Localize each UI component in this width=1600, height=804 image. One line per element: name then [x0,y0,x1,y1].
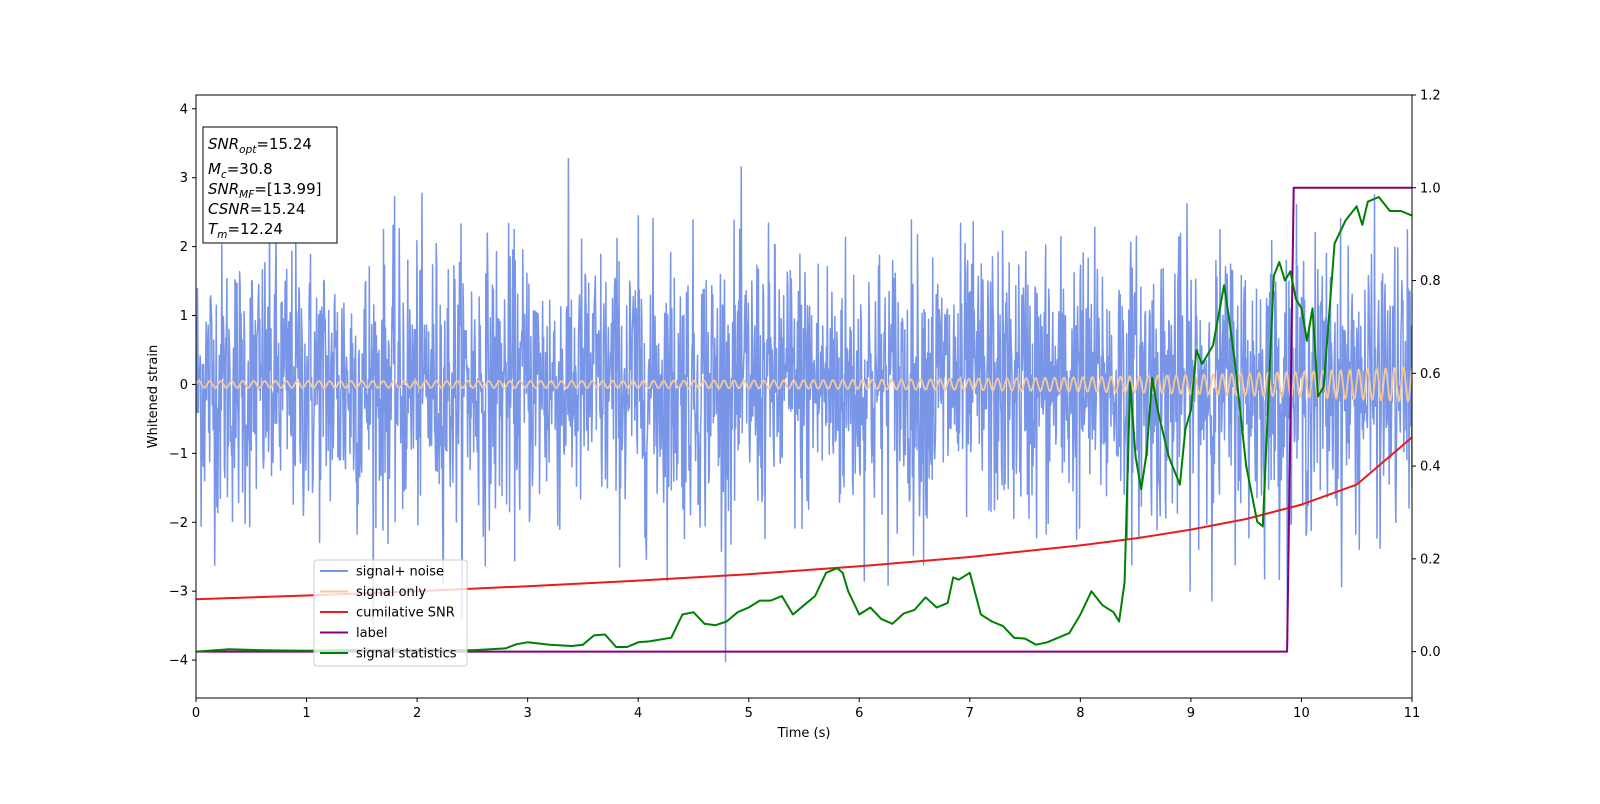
y-tick-label-right: 0.8 [1420,274,1441,289]
y-tick-label-left: 0 [180,378,188,393]
y-tick-label-right: 0.4 [1420,460,1441,475]
y-tick-label-right: 0.2 [1420,552,1441,567]
annotation-line: SNRMF=[13.99] [208,180,322,201]
legend-frame [313,559,468,667]
series-line-signal-statistics [196,196,1412,653]
axes-frame [195,94,1413,699]
y-tick-label-left: 2 [180,240,188,255]
legend-label: cumilative SNR [356,606,455,621]
legend-label: signal only [356,585,426,600]
legend-label: signal statistics [356,647,457,662]
y-tick-label-left: −4 [169,654,188,669]
x-tick-label: 4 [634,706,642,721]
x-tick-label: 7 [966,706,974,721]
annotation-frame [202,126,338,244]
legend-label: label [356,626,387,641]
annotation-line: Mc=30.8 [208,160,273,181]
y-axis-label: Whitened strain [146,345,161,448]
x-tick-label: 11 [1404,706,1421,721]
y-tick-label-left: −3 [169,585,188,600]
y-tick-label-left: −2 [169,516,188,531]
x-tick-label: 9 [1187,706,1195,721]
y-tick-label-left: −1 [169,447,188,462]
legend-label: signal+ noise [356,565,444,580]
x-axis-label: Time (s) [777,726,831,741]
y-tick-label-right: 0.6 [1420,367,1441,382]
y-tick-label-left: 1 [180,309,188,324]
series-line-signal-only [196,367,1412,403]
x-tick-label: 8 [1076,706,1084,721]
annotation-line: CSNR=15.24 [208,200,305,218]
x-tick-label: 3 [523,706,531,721]
x-tick-label: 1 [302,706,310,721]
y-tick-label-left: 3 [180,171,188,186]
x-tick-label: 6 [855,706,863,721]
y-tick-label-right: 1.0 [1420,181,1441,196]
x-tick-label: 10 [1293,706,1310,721]
annotation-line: Tm=12.24 [208,220,283,241]
y-tick-label-right: 1.2 [1420,89,1441,104]
annotation-line: SNRopt=15.24 [208,135,312,156]
y-tick-label-left: 4 [180,102,188,117]
x-tick-label: 5 [745,706,753,721]
series-line-label [196,186,1412,653]
x-tick-label: 2 [413,706,421,721]
annotation-box: SNRopt=15.24 Mc=30.8SNRMF=[13.99]CSNR=15.… [202,126,338,244]
y-tick-label-right: 0.0 [1420,645,1441,660]
legend: signal+ noise signal only cumilative SNR la… [313,559,468,667]
ticks: 0 1 2 3 4 5 6 7 8 9 10 11 −4 −3 −2 −1 0 1 2 3 4 0.0 0.2 0.4 0.6 0… [169,89,1441,722]
x-tick-label: 0 [192,706,200,721]
